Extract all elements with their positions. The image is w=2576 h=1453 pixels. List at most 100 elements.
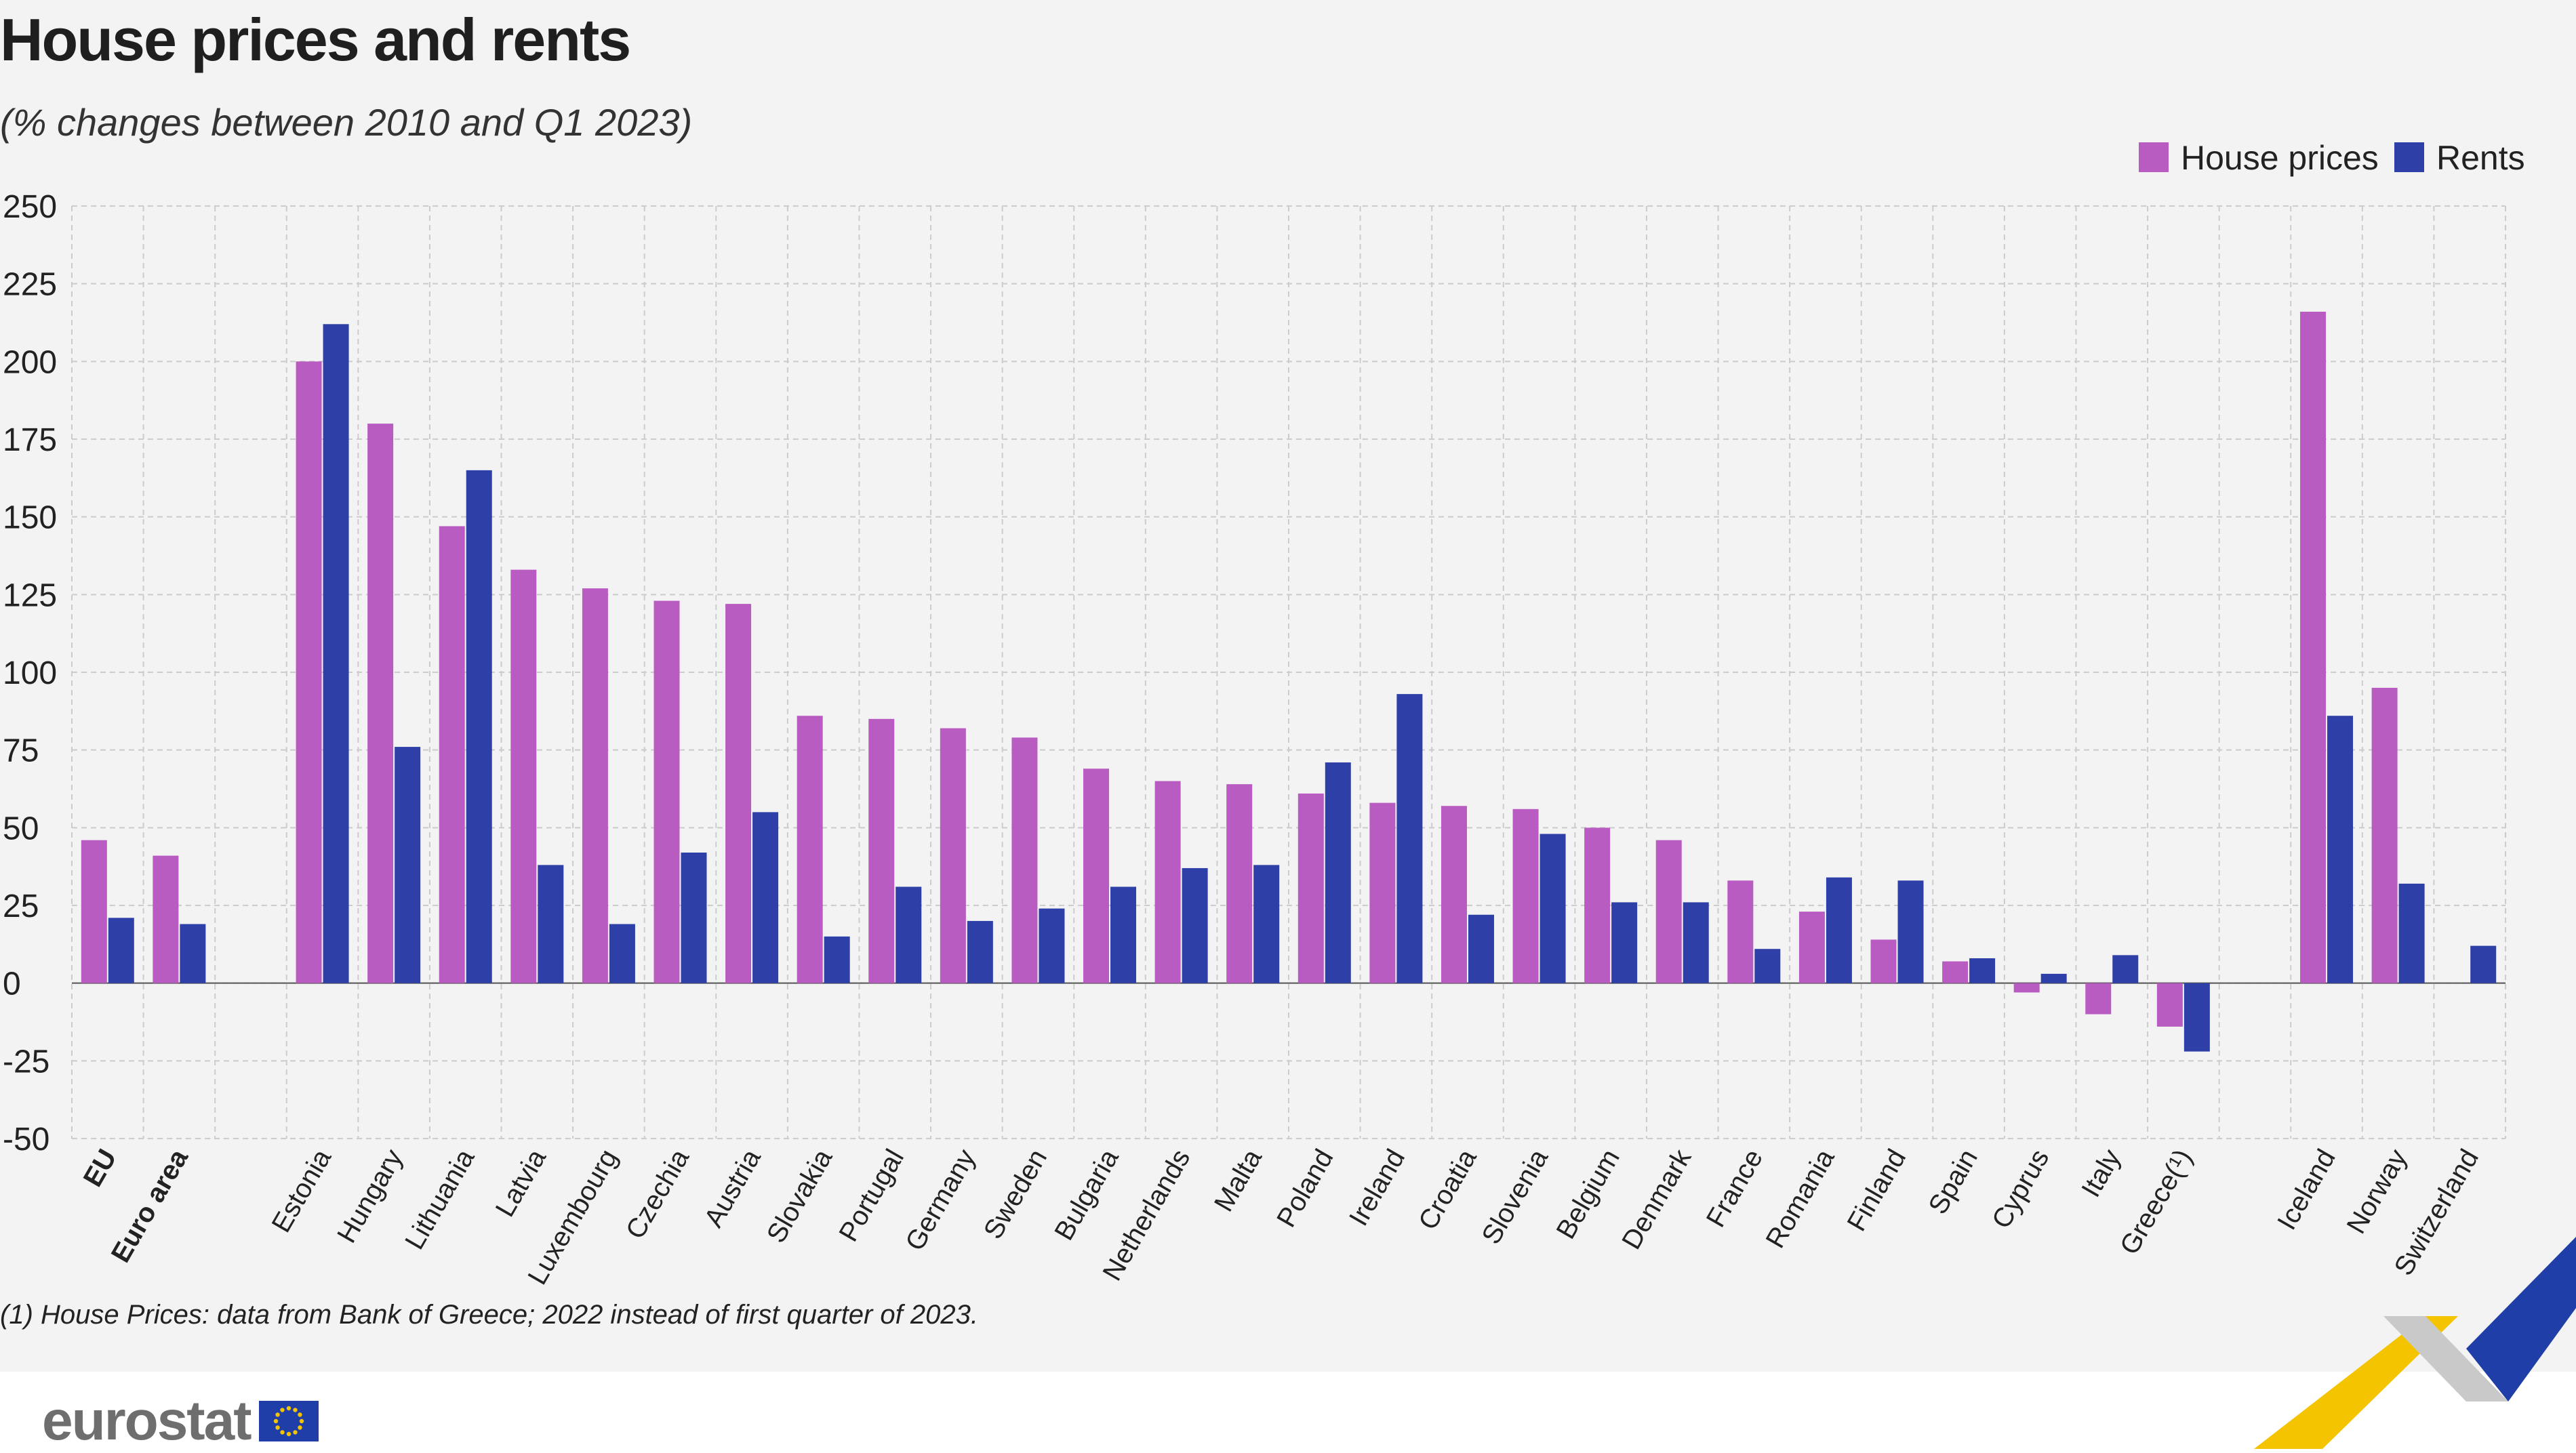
y-tick-label: 150 [3,500,57,536]
chart-title: House prices and rents [0,6,631,73]
y-tick-label: 250 [3,189,57,225]
rents-bar [1396,694,1423,983]
x-category-label: Lithuania [399,1144,481,1254]
eurostat-ribbon-graphic [2254,1237,2576,1449]
x-category-label: Croatia [1413,1144,1483,1235]
legend-label-rents: Rents [2436,139,2525,177]
house-prices-bar [2371,687,2398,983]
y-tick-label: 50 [3,811,39,846]
footnote: (1) House Prices: data from Bank of Gree… [0,1300,978,1330]
house-prices-bar [1369,802,1396,983]
flag-star [297,1425,302,1430]
y-tick-label: 25 [3,888,39,924]
x-category-label: Cyprus [1986,1145,2055,1234]
rents-bar [1826,877,1852,983]
x-category-label: Finland [1842,1145,1912,1237]
x-category-label: Ireland [1344,1145,1411,1231]
house-prices-bar [510,569,537,983]
house-prices-bar [940,728,966,983]
x-category-label: Poland [1271,1144,1339,1232]
x-category-label: Italy [2076,1145,2127,1203]
x-category-label: Austria [699,1144,767,1232]
house-prices-bar [868,718,895,983]
eu-flag-icon [258,1401,319,1441]
rents-bar [967,920,993,983]
house-prices-bar [1727,880,1754,983]
x-category-label: Greece(¹) [2114,1145,2198,1260]
y-tick-label: 225 [3,267,57,303]
house-prices-bar [2013,983,2040,993]
house-prices-bar [1441,806,1467,983]
flag-star [292,1430,298,1435]
house-prices-bar [1798,912,1825,983]
y-tick-label: 75 [3,733,39,769]
yellow-ribbon-shape [2254,1316,2458,1449]
eurostat-logo: eurostat [42,1390,319,1452]
y-tick-label: 100 [3,655,57,691]
rents-bar [180,924,206,983]
x-category-label: Portugal [833,1145,910,1247]
rents-bar [2112,955,2139,983]
house-prices-bar [1083,769,1110,983]
blue-ribbon-shape [2466,1237,2576,1401]
house-prices-bar [1154,781,1181,983]
flag-star [275,1425,280,1430]
y-tick-label: 125 [3,577,57,613]
house-prices-bar [582,588,608,983]
y-tick-label: ‑50 [3,1122,49,1158]
house-prices-bar [296,361,322,983]
rents-bar [681,853,707,983]
flag-star [279,1408,285,1412]
x-category-label: Spain [1923,1145,1984,1220]
flag-star [275,1412,280,1417]
house-prices-bar [153,855,179,983]
rents-bar [1325,762,1351,983]
rents-bar [752,812,779,983]
house-prices-bar [81,840,107,983]
flag-star [273,1418,278,1424]
rents-bar [1253,865,1280,983]
x-category-label: Latvia [490,1144,552,1222]
house-prices-bar [1584,827,1611,983]
legend-swatch-rents [2394,142,2424,172]
rents-bar [108,918,134,983]
x-category-label: Czechia [620,1144,696,1244]
rents-bar [609,924,635,983]
rents-bar [2470,945,2497,983]
house-prices-bar [2300,311,2327,983]
x-category-label: Slovenia [1476,1144,1554,1250]
y-tick-label: 175 [3,422,57,458]
x-category-label: Romania [1760,1144,1841,1253]
y-tick-label: 200 [3,344,57,380]
house-prices-bar [1011,737,1038,983]
x-category-label: France [1701,1145,1769,1233]
rents-bar [1468,914,1494,983]
rents-bar [1182,867,1208,983]
bars [81,311,2497,1052]
house-prices-bar [1512,809,1539,983]
house-prices-bar [1942,961,1969,983]
x-category-label: Sweden [978,1145,1053,1244]
house-prices-bar [2085,983,2112,1015]
x-category-label: Malta [1209,1144,1268,1216]
rents-bar [1611,902,1638,983]
legend: House prices Rents [2139,139,2525,177]
rents-bar [1683,902,1709,983]
rents-bar [1539,834,1566,983]
house-prices-bar [653,600,680,983]
rents-bar [538,865,564,983]
rents-bar [2040,973,2067,983]
x-category-label: Slovakia [761,1144,839,1248]
flag-star [292,1408,298,1412]
x-category-label: Estonia [266,1144,338,1237]
x-category-label: EU [78,1145,123,1192]
rents-bar [1110,886,1137,983]
rents-bar [323,324,349,983]
x-category-label: Belgium [1551,1145,1626,1244]
house-prices-bar [797,716,823,983]
x-category-label: Denmark [1616,1144,1697,1254]
flag-star [286,1431,291,1437]
rents-bar [2398,883,2425,983]
